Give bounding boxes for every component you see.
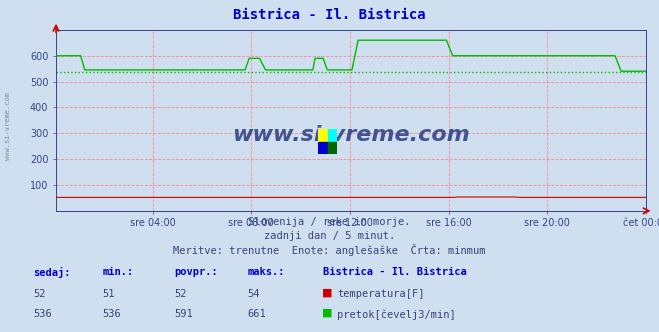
Text: temperatura[F]: temperatura[F] xyxy=(337,289,425,299)
Text: 661: 661 xyxy=(247,309,266,319)
Bar xyxy=(328,142,337,154)
Bar xyxy=(318,142,328,154)
Text: sedaj:: sedaj: xyxy=(33,267,71,278)
Text: ■: ■ xyxy=(322,287,332,297)
Text: Bistrica - Il. Bistrica: Bistrica - Il. Bistrica xyxy=(233,8,426,22)
Text: min.:: min.: xyxy=(102,267,133,277)
Text: Slovenija / reke in morje.: Slovenija / reke in morje. xyxy=(248,217,411,227)
Text: www.si-vreme.com: www.si-vreme.com xyxy=(5,92,11,160)
Bar xyxy=(318,129,328,142)
Text: maks.:: maks.: xyxy=(247,267,285,277)
Text: povpr.:: povpr.: xyxy=(175,267,218,277)
Text: pretok[čevelj3/min]: pretok[čevelj3/min] xyxy=(337,309,456,320)
Text: Meritve: trenutne  Enote: anglešaške  Črta: minmum: Meritve: trenutne Enote: anglešaške Črta… xyxy=(173,244,486,256)
Text: zadnji dan / 5 minut.: zadnji dan / 5 minut. xyxy=(264,231,395,241)
Text: 51: 51 xyxy=(102,289,115,299)
Text: 536: 536 xyxy=(33,309,51,319)
Text: 54: 54 xyxy=(247,289,260,299)
Bar xyxy=(328,129,337,142)
Text: 52: 52 xyxy=(33,289,45,299)
Text: ■: ■ xyxy=(322,308,332,318)
Text: Bistrica - Il. Bistrica: Bistrica - Il. Bistrica xyxy=(323,267,467,277)
Text: 536: 536 xyxy=(102,309,121,319)
Text: www.si-vreme.com: www.si-vreme.com xyxy=(232,125,470,145)
Text: 52: 52 xyxy=(175,289,187,299)
Text: 591: 591 xyxy=(175,309,193,319)
